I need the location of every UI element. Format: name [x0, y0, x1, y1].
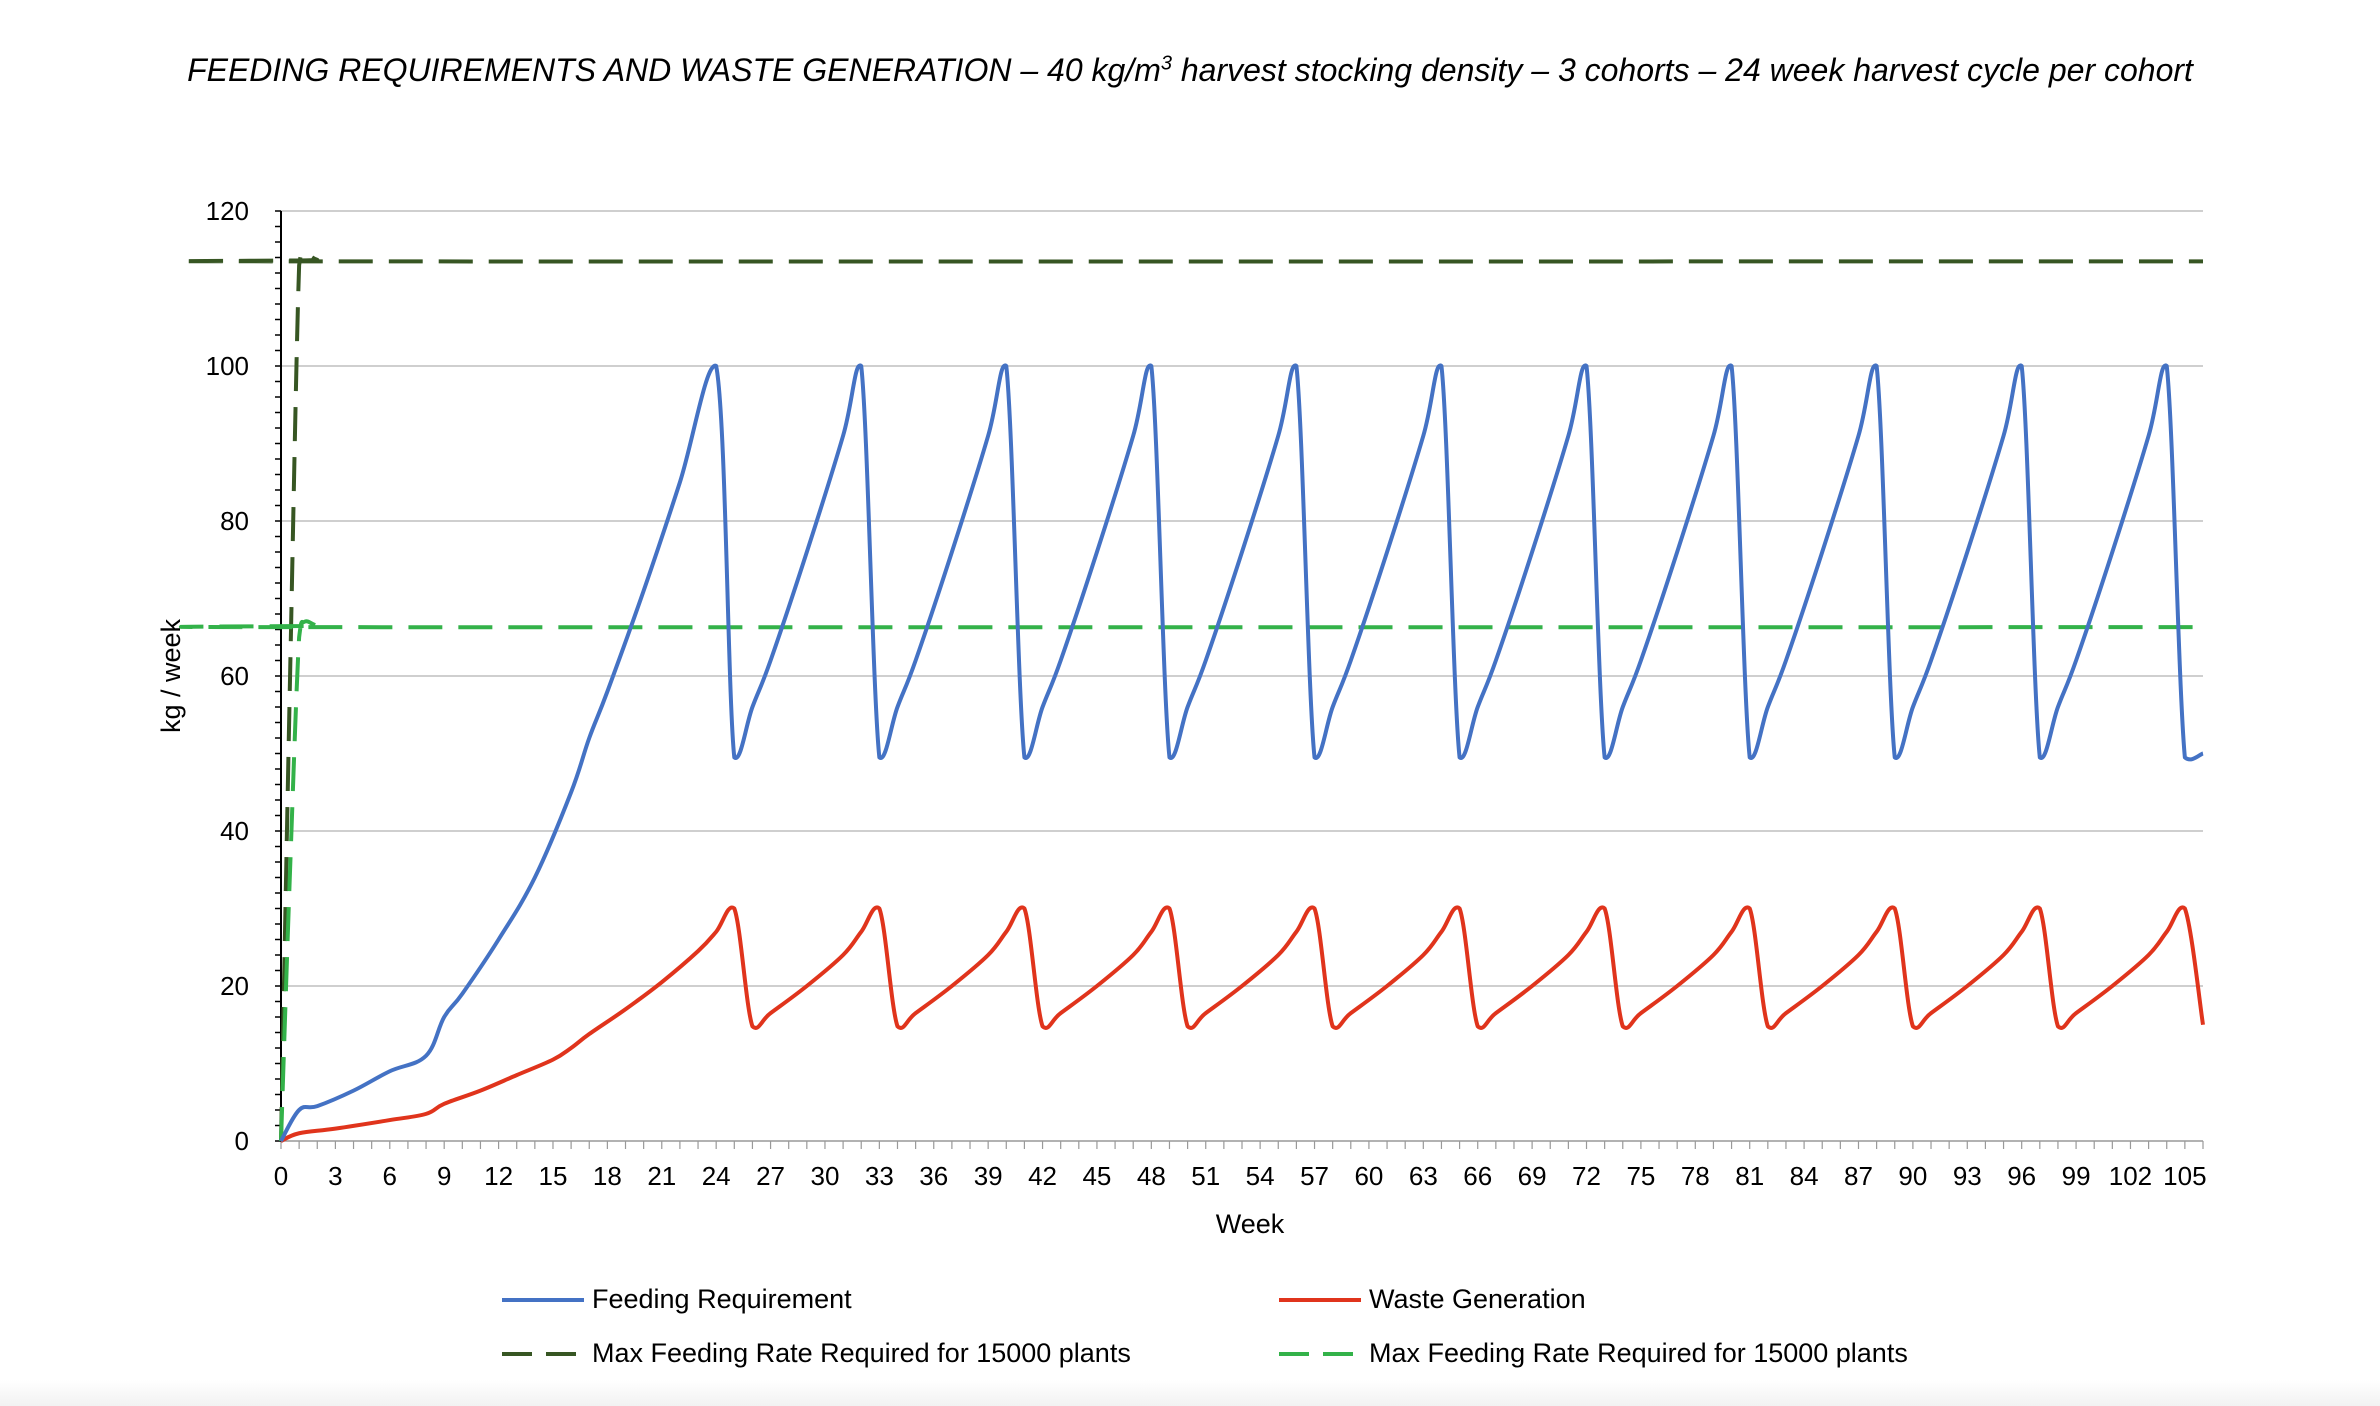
x-tick-label: 36 — [919, 1161, 948, 1191]
series-line-3 — [178, 619, 2204, 1142]
y-tick-label: 40 — [220, 816, 249, 846]
chart-title-main: FEEDING REQUIREMENTS AND WASTE GENERATIO… — [187, 52, 1161, 88]
x-tick-label: 72 — [1572, 1161, 1601, 1191]
legend-label-max-dark: Max Feeding Rate Required for 15000 plan… — [592, 1338, 1131, 1368]
x-tick-label: 66 — [1463, 1161, 1492, 1191]
x-tick-label: 0 — [274, 1161, 288, 1191]
x-tick-label: 51 — [1191, 1161, 1220, 1191]
chart-title: FEEDING REQUIREMENTS AND WASTE GENERATIO… — [0, 52, 2380, 89]
y-tick-label: 60 — [220, 661, 249, 691]
x-tick-label: 93 — [1953, 1161, 1982, 1191]
series-line-1 — [280, 905, 2205, 1143]
x-tick-label: 96 — [2007, 1161, 2036, 1191]
x-tick-label: 33 — [865, 1161, 894, 1191]
series-line-2 — [178, 251, 2204, 1142]
x-tick-label: 39 — [974, 1161, 1003, 1191]
y-axis-title: kg / week — [156, 618, 186, 733]
x-tick-label: 3 — [328, 1161, 342, 1191]
x-tick-label: 15 — [539, 1161, 568, 1191]
y-tick-label: 100 — [206, 351, 249, 381]
x-tick-label: 87 — [1844, 1161, 1873, 1191]
y-tick-label: 20 — [220, 971, 249, 1001]
x-tick-label: 45 — [1082, 1161, 1111, 1191]
x-tick-label: 30 — [811, 1161, 840, 1191]
x-tick-label: 60 — [1354, 1161, 1383, 1191]
x-tick-label: 48 — [1137, 1161, 1166, 1191]
legend-swatch-waste — [1279, 1297, 1361, 1302]
x-tick-label: 75 — [1626, 1161, 1655, 1191]
chart-title-rest: harvest stocking density – 3 cohorts – 2… — [1171, 52, 2193, 88]
legend-label-max-light: Max Feeding Rate Required for 15000 plan… — [1369, 1338, 1908, 1368]
x-tick-label: 57 — [1300, 1161, 1329, 1191]
x-tick-label: 18 — [593, 1161, 622, 1191]
x-tick-label: 90 — [1898, 1161, 1927, 1191]
x-tick-label: 54 — [1246, 1161, 1275, 1191]
legend-swatch-max-dark — [502, 1351, 584, 1356]
x-tick-label: 84 — [1790, 1161, 1819, 1191]
y-tick-label: 0 — [235, 1126, 249, 1156]
series-line-0 — [279, 363, 2204, 1143]
gridlines — [281, 210, 2203, 987]
x-tick-label: 21 — [647, 1161, 676, 1191]
y-tick-label: 80 — [220, 506, 249, 536]
legend-item-waste-generation: Waste Generation — [1277, 1284, 1586, 1315]
x-tick-label: 63 — [1409, 1161, 1438, 1191]
x-tick-label: 24 — [702, 1161, 731, 1191]
x-tick-label: 105 — [2163, 1161, 2206, 1191]
x-tick-label: 102 — [2109, 1161, 2152, 1191]
series-lines — [178, 251, 2205, 1143]
x-axis-title: Week — [1216, 1209, 1285, 1239]
legend-label-feeding: Feeding Requirement — [592, 1284, 852, 1314]
chart-title-superscript: 3 — [1160, 52, 1172, 75]
x-tick-label: 81 — [1735, 1161, 1764, 1191]
x-tick-label: 27 — [756, 1161, 785, 1191]
x-tick-label: 42 — [1028, 1161, 1057, 1191]
legend-swatch-feeding — [502, 1297, 584, 1302]
legend-item-feeding-requirement: Feeding Requirement — [500, 1284, 852, 1315]
x-tick-label: 99 — [2062, 1161, 2091, 1191]
y-tick-label: 120 — [206, 196, 249, 226]
legend-item-max-feeding-light: Max Feeding Rate Required for 15000 plan… — [1277, 1338, 1908, 1369]
page-bottom-shade — [0, 1380, 2380, 1406]
x-tick-label: 78 — [1681, 1161, 1710, 1191]
x-tick-label: 12 — [484, 1161, 513, 1191]
x-tick-label: 6 — [383, 1161, 397, 1191]
x-tick-label: 9 — [437, 1161, 451, 1191]
legend-label-waste: Waste Generation — [1369, 1284, 1586, 1314]
legend-swatch-max-light — [1279, 1351, 1361, 1356]
legend-item-max-feeding-dark: Max Feeding Rate Required for 15000 plan… — [500, 1338, 1131, 1369]
x-tick-label: 69 — [1518, 1161, 1547, 1191]
axes — [275, 210, 2204, 1149]
